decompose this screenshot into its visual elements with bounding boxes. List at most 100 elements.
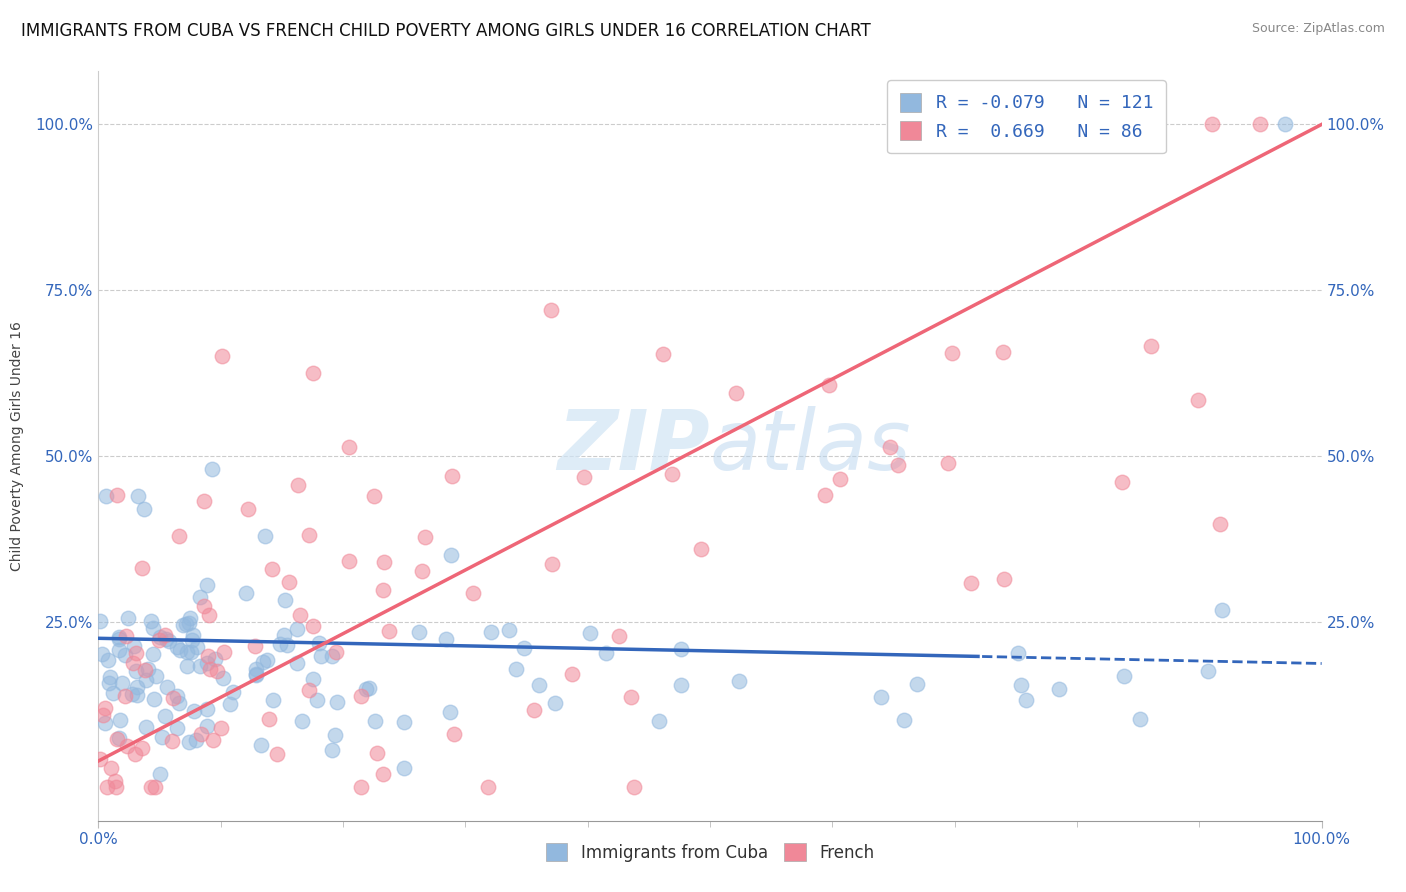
Point	[156, 681, 179, 695]
Point	[166, 721, 188, 735]
Point	[1274, 117, 1296, 131]
Point	[197, 649, 219, 664]
Point	[522, 703, 544, 717]
Point	[620, 690, 643, 704]
Point	[993, 572, 1015, 586]
Point	[572, 470, 595, 484]
Point	[273, 628, 295, 642]
Point	[149, 767, 172, 781]
Point	[1111, 475, 1133, 489]
Point	[262, 692, 284, 706]
Point	[661, 467, 683, 482]
Point	[377, 624, 399, 638]
Point	[366, 747, 388, 761]
Point	[193, 494, 215, 508]
Point	[91, 707, 114, 722]
Point	[149, 630, 172, 644]
Legend: Immigrants from Cuba, French: Immigrants from Cuba, French	[538, 837, 882, 869]
Point	[181, 633, 204, 648]
Point	[186, 640, 208, 654]
Point	[145, 669, 167, 683]
Point	[278, 575, 301, 590]
Point	[291, 714, 314, 728]
Point	[201, 462, 224, 476]
Point	[623, 780, 645, 795]
Point	[108, 731, 131, 746]
Point	[337, 440, 360, 454]
Point	[285, 656, 308, 670]
Point	[190, 658, 212, 673]
Point	[209, 721, 232, 735]
Point	[321, 649, 343, 664]
Point	[134, 502, 156, 516]
Point	[252, 655, 274, 669]
Point	[1201, 117, 1223, 131]
Point	[1049, 681, 1071, 696]
Point	[135, 673, 157, 688]
Point	[1129, 712, 1152, 726]
Point	[288, 608, 311, 623]
Point	[669, 641, 692, 656]
Point	[184, 733, 207, 747]
Point	[254, 528, 277, 542]
Point	[197, 702, 219, 716]
Point	[818, 378, 841, 392]
Point	[162, 690, 184, 705]
Point	[89, 752, 111, 766]
Point	[122, 656, 145, 670]
Point	[142, 621, 165, 635]
Point	[193, 599, 215, 614]
Point	[1007, 646, 1029, 660]
Point	[167, 696, 190, 710]
Point	[905, 677, 928, 691]
Point	[440, 468, 463, 483]
Point	[724, 386, 747, 401]
Point	[1187, 393, 1209, 408]
Point	[104, 780, 127, 795]
Point	[141, 780, 163, 795]
Point	[201, 733, 224, 747]
Point	[1197, 665, 1219, 679]
Point	[1114, 669, 1136, 683]
Point	[200, 662, 222, 676]
Text: ZIP: ZIP	[557, 406, 710, 486]
Point	[461, 585, 484, 599]
Point	[104, 773, 127, 788]
Point	[125, 646, 148, 660]
Point	[647, 714, 669, 728]
Point	[308, 636, 330, 650]
Point	[124, 664, 146, 678]
Point	[298, 528, 321, 542]
Point	[302, 618, 325, 632]
Point	[411, 564, 433, 578]
Point	[166, 689, 188, 703]
Point	[434, 632, 457, 647]
Point	[941, 346, 963, 360]
Point	[1139, 339, 1161, 353]
Point	[477, 780, 499, 795]
Point	[243, 640, 266, 654]
Point	[1015, 693, 1038, 707]
Point	[169, 643, 191, 657]
Point	[394, 715, 416, 730]
Point	[134, 663, 156, 677]
Point	[180, 645, 202, 659]
Point	[245, 667, 267, 681]
Point	[991, 345, 1014, 359]
Point	[155, 632, 177, 646]
Point	[89, 615, 111, 629]
Point	[183, 704, 205, 718]
Point	[115, 739, 138, 753]
Point	[727, 673, 749, 688]
Point	[870, 690, 893, 705]
Point	[105, 488, 128, 502]
Point	[176, 645, 198, 659]
Point	[148, 632, 170, 647]
Point	[98, 670, 121, 684]
Point	[142, 647, 165, 661]
Point	[195, 657, 218, 671]
Point	[179, 611, 201, 625]
Point	[561, 666, 583, 681]
Point	[309, 649, 332, 664]
Point	[127, 489, 149, 503]
